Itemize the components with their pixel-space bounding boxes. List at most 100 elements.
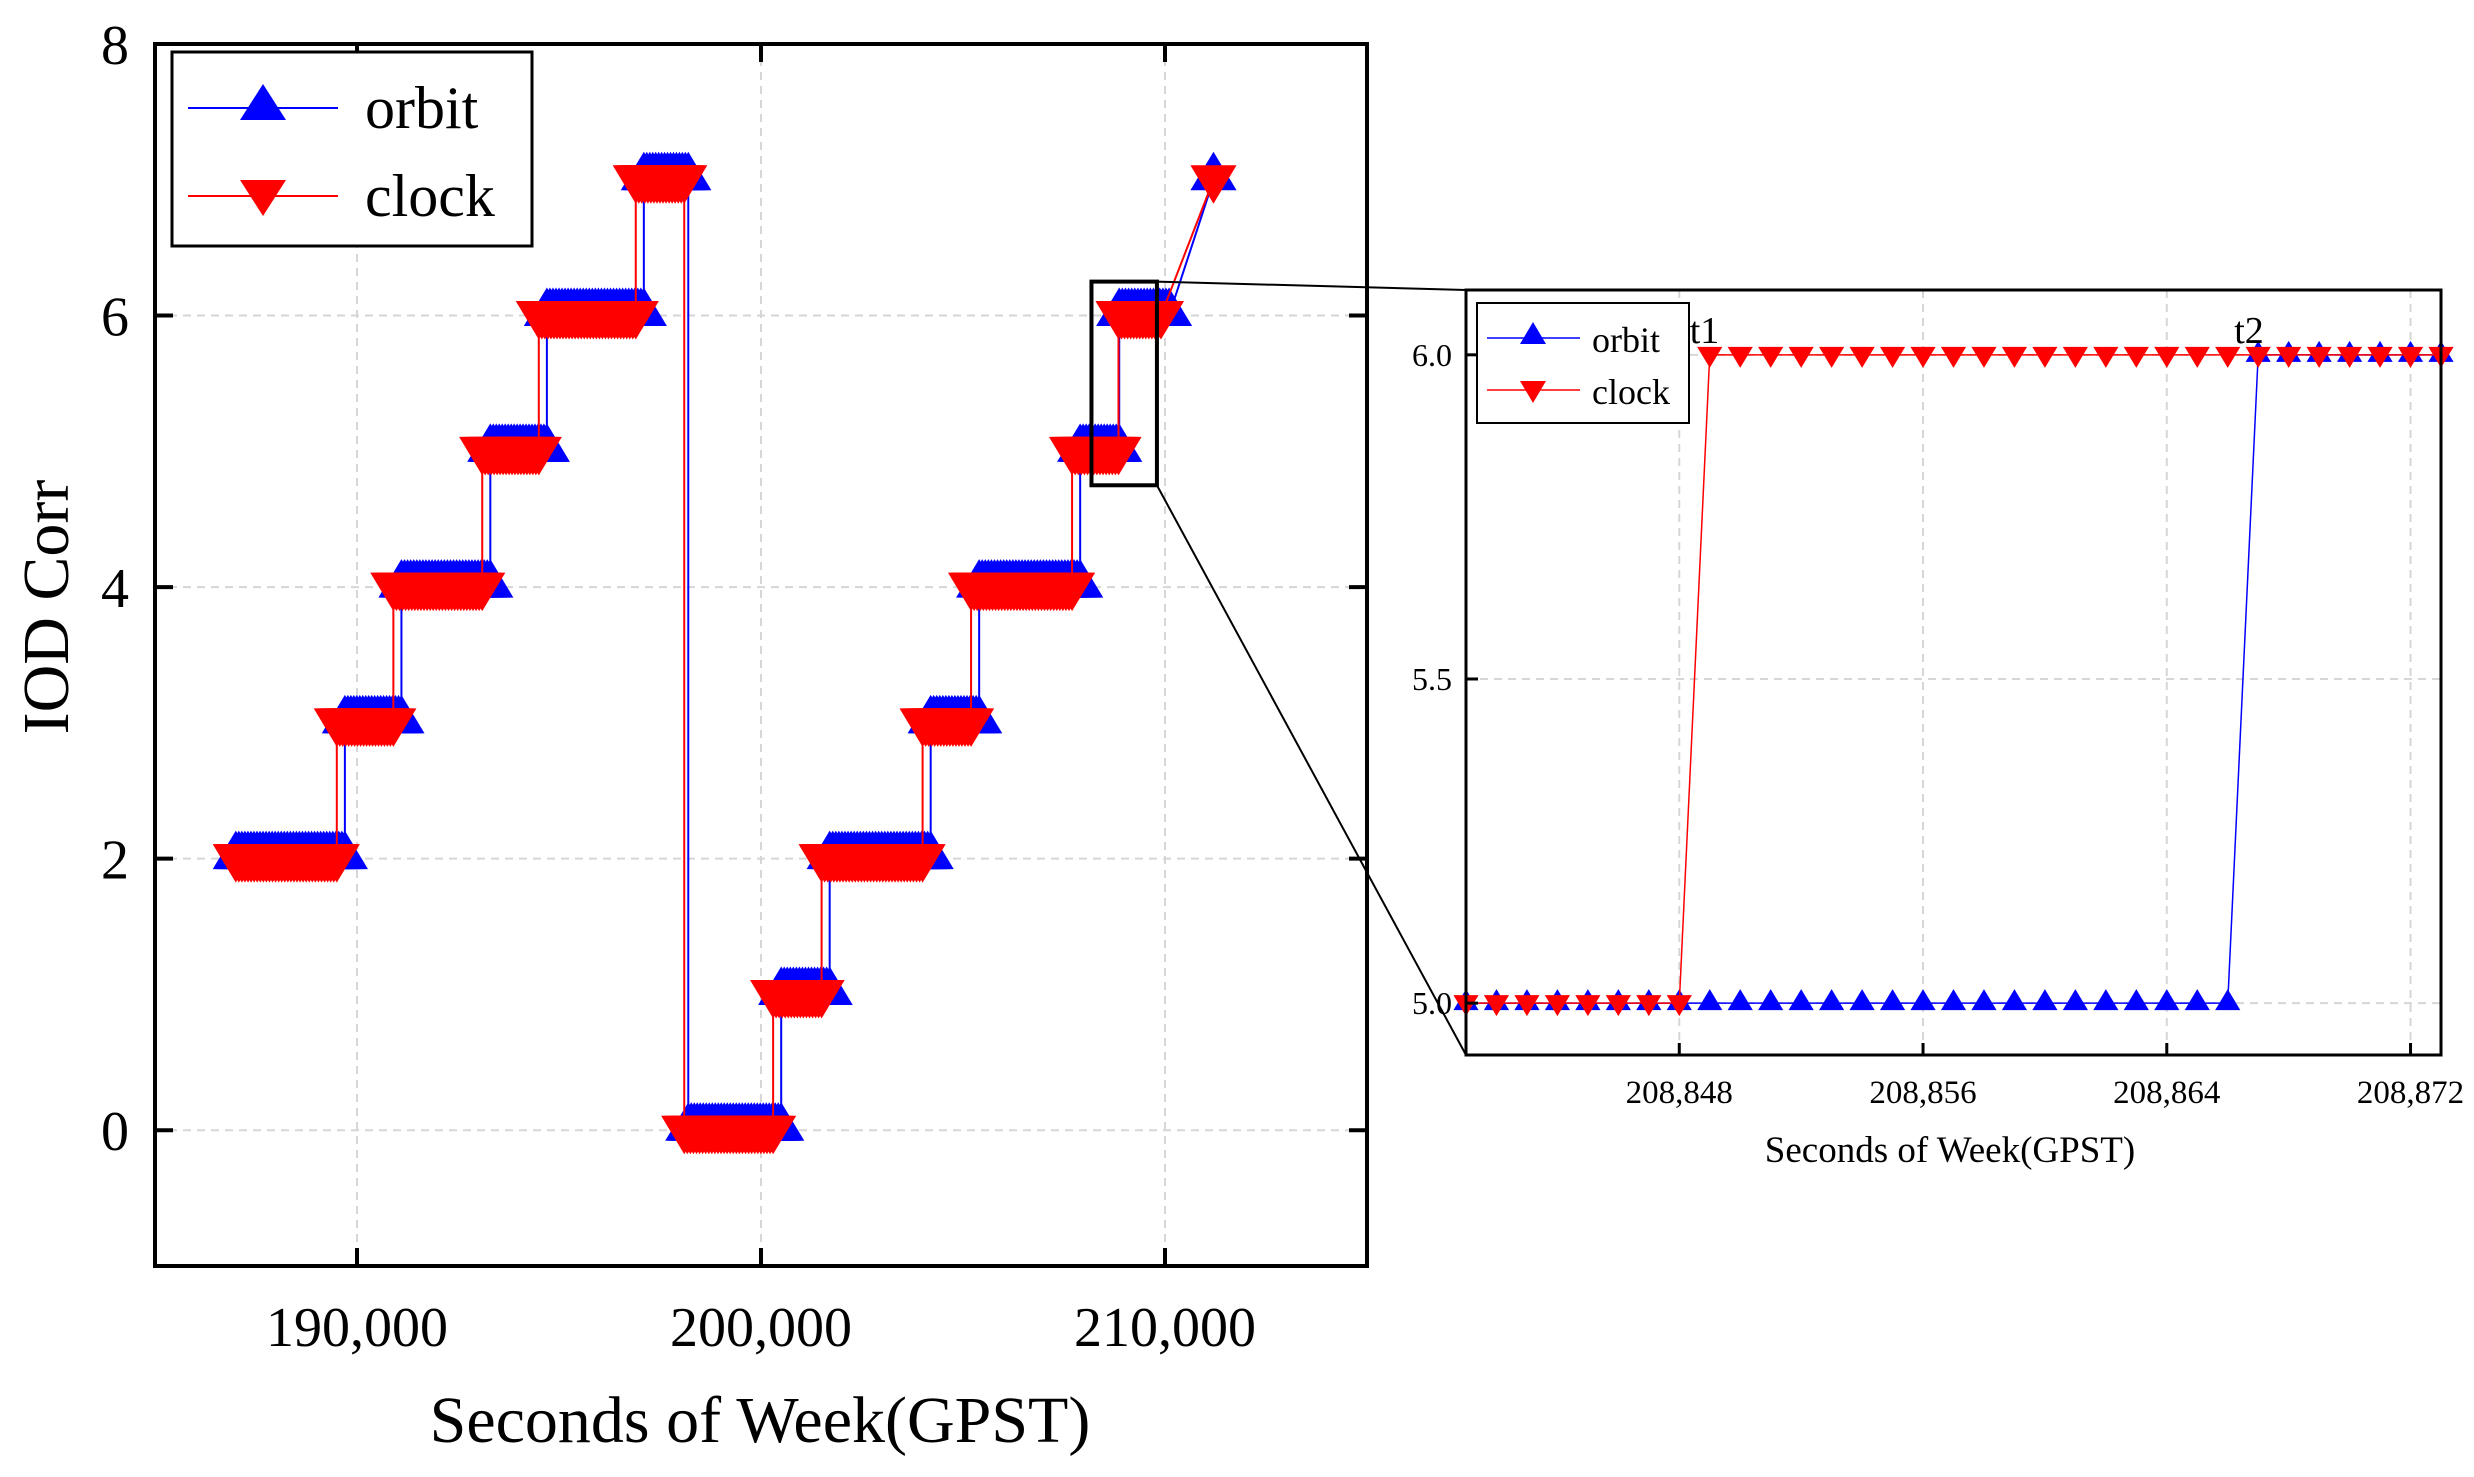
inset-clock-marker [1849, 346, 1875, 368]
inset-clock-marker [2336, 346, 2363, 368]
main-x-tick-label: 210,000 [1074, 1297, 1256, 1359]
main-series-clock [212, 165, 1237, 1155]
inset-orbit-marker [1727, 989, 1753, 1011]
inset-orbit-marker [2154, 989, 2180, 1011]
main-clock-marker [515, 436, 562, 476]
main-clock-marker [798, 979, 845, 1019]
inset-clock-marker [2001, 346, 2028, 368]
main-clock-marker [459, 572, 506, 612]
inset-orbit-marker [1697, 989, 1723, 1011]
main-clock-marker [1048, 572, 1096, 612]
main-clock-marker [1095, 436, 1142, 476]
inset-clock-marker [1940, 346, 1967, 368]
main-y-tick-label: 6 [101, 287, 129, 349]
inset-x-axis-label: Seconds of Week(GPST) [1765, 1130, 2135, 1171]
main-tick-labels: 190,000 200,000 210,000 0 2 4 6 8 [101, 15, 1256, 1359]
inset-legend-clock-marker [1520, 381, 1546, 403]
inset-clock-marker [2062, 346, 2088, 368]
inset-clock-marker [1788, 346, 1814, 368]
main-y-tick-label: 4 [101, 558, 129, 620]
inset-clock-marker [1697, 346, 1723, 368]
main-clock-marker [313, 844, 360, 883]
inset-legend: orbit clock [1476, 302, 1690, 424]
inset-clock-marker [2032, 346, 2058, 368]
inset-orbit-marker [1879, 989, 1906, 1011]
annotation-t1: t1 [1690, 310, 1720, 352]
inset-clock-marker [1605, 995, 1631, 1017]
inset-orbit-marker [2032, 989, 2058, 1011]
inset-orbit-marker [1758, 989, 1784, 1011]
main-x-axis-label: Seconds of Week(GPST) [430, 1384, 1091, 1457]
inset-clock-marker [1666, 995, 1692, 1017]
inset-orbit-marker [2062, 989, 2088, 1011]
inset-orbit-marker [2215, 989, 2241, 1011]
zoom-connector-bottom [1156, 484, 1467, 1056]
inset-x-tick-label: 208,856 [1869, 1075, 1976, 1111]
inset-x-tick-label: 208,872 [2357, 1075, 2464, 1111]
inset-plot-frame [1464, 288, 2443, 1057]
inset-clock-marker [1971, 346, 1997, 368]
inset-orbit-marker [1819, 989, 1845, 1011]
inset-clock-marker [1483, 995, 1510, 1017]
inset-clock-marker [1879, 346, 1906, 368]
annotation-t2: t2 [2234, 310, 2264, 352]
inset-y-tick-label: 5.5 [1412, 661, 1452, 697]
inset-clock-marker [1575, 995, 1601, 1017]
inset-orbit-marker [1788, 989, 1814, 1011]
main-clock-marker [947, 708, 995, 747]
main-x-tick-label: 200,000 [670, 1297, 852, 1359]
main-clock-marker [750, 1115, 797, 1155]
zoom-connector-top [1156, 280, 1467, 291]
inset-clock-marker [2245, 346, 2271, 368]
zoom-region-box [1089, 279, 1159, 488]
inset-clock-marker [1544, 995, 1571, 1017]
inset-clock-marker [2397, 346, 2424, 368]
inset-clock-marker [2184, 346, 2210, 368]
inset-legend-box [1476, 302, 1690, 424]
inset-clock-marker [2276, 346, 2302, 368]
inset-clock-marker [2215, 346, 2241, 368]
main-chart: 190,000 200,000 210,000 0 2 4 6 8 Seconds of We… [10, 15, 1369, 1457]
main-clock-marker [1190, 165, 1237, 204]
main-clock-marker [1137, 301, 1185, 340]
inset-orbit-marker [1910, 989, 1936, 1011]
inset-clock-marker [1727, 346, 1753, 368]
inset-clock-marker [2093, 346, 2119, 368]
main-clock-marker [370, 708, 417, 747]
legend-clock-label: clock [365, 163, 495, 229]
inset-clock-marker [1819, 346, 1845, 368]
inset-clock-marker [1910, 346, 1936, 368]
main-series-orbit [212, 151, 1237, 1141]
main-x-tick-label: 190,000 [266, 1297, 448, 1359]
inset-legend-orbit-marker [1520, 322, 1546, 344]
inset-orbit-marker [2093, 989, 2119, 1011]
main-y-tick-label: 8 [101, 15, 129, 77]
inset-clock-marker [2123, 346, 2149, 368]
inset-y-tick-label: 6.0 [1412, 337, 1452, 373]
inset-x-tick-label: 208,848 [1626, 1075, 1733, 1111]
inset-orbit-marker [1971, 989, 1997, 1011]
main-legend: orbit clock [170, 50, 534, 248]
inset-legend-orbit-label: orbit [1592, 320, 1660, 360]
inset-ticks [1466, 353, 2413, 1055]
main-y-tick-label: 2 [101, 830, 129, 892]
inset-orbit-marker [1940, 989, 1967, 1011]
inset-orbit-marker [2123, 989, 2149, 1011]
inset-clock-marker [1758, 346, 1784, 368]
inset-clock-marker [2306, 346, 2332, 368]
legend-clock-marker [240, 180, 286, 216]
inset-orbit-marker [2001, 989, 2028, 1011]
legend-orbit-label: orbit [365, 75, 479, 141]
inset-clock-marker [1514, 995, 1540, 1017]
inset-orbit-marker [2184, 989, 2210, 1011]
main-orbit-line [235, 178, 1215, 1132]
main-y-axis-label: IOD Corr [10, 480, 83, 735]
main-y-tick-label: 0 [101, 1101, 129, 1163]
inset-clock-marker [2154, 346, 2180, 368]
inset-y-tick-label: 5.0 [1412, 985, 1452, 1021]
inset-x-tick-label: 208,864 [2113, 1075, 2220, 1111]
inset-orbit-marker [1849, 989, 1875, 1011]
main-series [212, 151, 1237, 1155]
inset-tick-labels: 208,848 208,856 208,864 208,872 5.0 5.5 6.0 [1412, 337, 2464, 1111]
